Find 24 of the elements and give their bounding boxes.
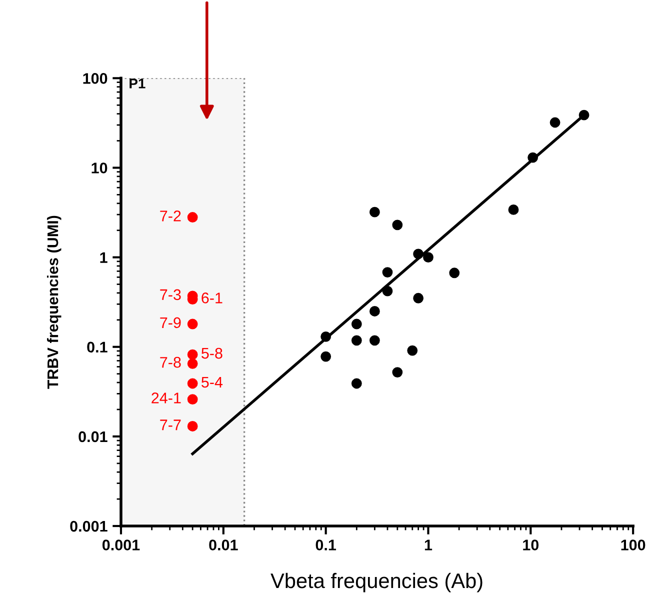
x-tick-label: 100 [621,540,646,550]
x-tick-label: 10 [523,540,539,550]
data-label: 5-8 [202,348,222,359]
data-label: 6-1 [202,292,222,304]
band-label: P1 [130,78,146,88]
data-label: 24-1 [152,392,181,404]
x-axis-title: Vbeta frequencies (Ab) [270,572,482,592]
y-tick-label: 0.01 [78,431,108,442]
x-tick-label: 0.001 [102,540,140,550]
data-label: 7-2 [160,210,181,222]
data-label: 5-4 [202,376,223,388]
data-label: 7-7 [160,420,181,430]
y-tick-label: 100 [83,73,108,84]
y-tick-label: 1 [100,252,108,263]
x-tick-label: 1 [424,540,432,550]
y-axis-title: TRBV frequencies (UMI) [46,216,62,389]
y-tick-label: 0.1 [87,342,108,353]
x-tick-label: 0.01 [209,540,238,550]
data-label: 7-8 [160,356,181,368]
y-tick-label: 10 [92,162,108,174]
x-tick-label: 0.1 [316,540,336,550]
data-label: 7-9 [160,317,181,328]
data-label: 7-3 [160,289,181,300]
y-tick-label: 0.001 [70,520,108,532]
